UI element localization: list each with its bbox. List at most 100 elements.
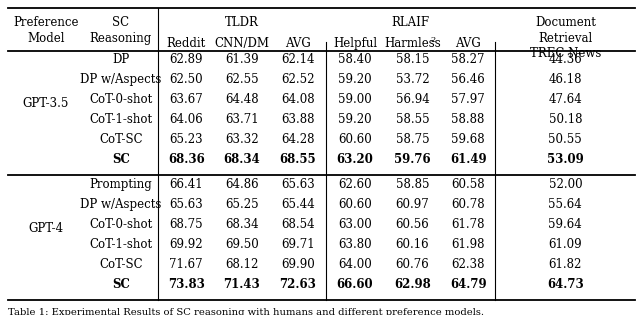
Text: 65.63: 65.63 [170, 198, 203, 211]
Text: 62.89: 62.89 [170, 53, 203, 66]
Text: GPT-4: GPT-4 [28, 221, 63, 235]
Text: 61.09: 61.09 [548, 238, 582, 251]
Text: 62.55: 62.55 [225, 73, 259, 86]
Text: TLDR: TLDR [225, 16, 259, 29]
Text: 47.64: 47.64 [548, 93, 582, 106]
Text: 2: 2 [431, 36, 436, 44]
Text: 58.88: 58.88 [451, 113, 485, 126]
Text: 64.06: 64.06 [170, 113, 203, 126]
Text: 63.67: 63.67 [170, 93, 203, 106]
Text: DP w/Aspects: DP w/Aspects [80, 73, 161, 86]
Text: 65.23: 65.23 [170, 133, 203, 146]
Text: 62.38: 62.38 [451, 258, 485, 271]
Text: DP w/Aspects: DP w/Aspects [80, 198, 161, 211]
Text: 68.54: 68.54 [281, 218, 314, 231]
Text: 61.82: 61.82 [548, 258, 582, 271]
Text: RLAIF: RLAIF [392, 16, 430, 29]
Text: 64.08: 64.08 [281, 93, 314, 106]
Text: 50.55: 50.55 [548, 133, 582, 146]
Text: Preference
Model: Preference Model [13, 16, 79, 45]
Text: 61.78: 61.78 [451, 218, 485, 231]
Text: CoT-0-shot: CoT-0-shot [89, 93, 152, 106]
Text: 62.98: 62.98 [394, 278, 431, 291]
Text: 52.00: 52.00 [548, 178, 582, 191]
Text: 63.88: 63.88 [281, 113, 314, 126]
Text: 64.00: 64.00 [338, 258, 372, 271]
Text: 66.41: 66.41 [170, 178, 203, 191]
Text: 64.86: 64.86 [225, 178, 259, 191]
Text: AVG: AVG [455, 37, 481, 50]
Text: 58.15: 58.15 [396, 53, 429, 66]
Text: 63.71: 63.71 [225, 113, 259, 126]
Text: SC: SC [112, 278, 130, 291]
Text: 62.52: 62.52 [281, 73, 314, 86]
Text: 61.98: 61.98 [451, 238, 485, 251]
Text: 58.27: 58.27 [451, 53, 485, 66]
Text: DP: DP [112, 53, 129, 66]
Text: 59.00: 59.00 [338, 93, 372, 106]
Text: Prompting: Prompting [90, 178, 152, 191]
Text: 63.80: 63.80 [338, 238, 372, 251]
Text: Helpful: Helpful [333, 37, 377, 50]
Text: 56.94: 56.94 [396, 93, 429, 106]
Text: 71.67: 71.67 [170, 258, 203, 271]
Text: CoT-0-shot: CoT-0-shot [89, 218, 152, 231]
Text: 57.97: 57.97 [451, 93, 485, 106]
Text: 61.49: 61.49 [450, 153, 486, 166]
Text: 59.68: 59.68 [451, 133, 485, 146]
Text: CNN/DM: CNN/DM [214, 37, 269, 50]
Text: 60.97: 60.97 [396, 198, 429, 211]
Text: 69.90: 69.90 [281, 258, 315, 271]
Text: Reddit: Reddit [166, 37, 206, 50]
Text: 58.40: 58.40 [338, 53, 372, 66]
Text: 69.92: 69.92 [170, 238, 203, 251]
Text: 44.36: 44.36 [548, 53, 582, 66]
Text: 60.78: 60.78 [451, 198, 485, 211]
Text: 65.25: 65.25 [225, 198, 259, 211]
Text: 64.79: 64.79 [450, 278, 486, 291]
Text: 69.50: 69.50 [225, 238, 259, 251]
Text: 63.32: 63.32 [225, 133, 259, 146]
Text: 58.85: 58.85 [396, 178, 429, 191]
Text: 71.43: 71.43 [223, 278, 260, 291]
Text: 68.75: 68.75 [170, 218, 203, 231]
Text: 60.76: 60.76 [396, 258, 429, 271]
Text: 65.63: 65.63 [281, 178, 315, 191]
Text: CoT-1-shot: CoT-1-shot [90, 238, 152, 251]
Text: 53.09: 53.09 [547, 153, 584, 166]
Text: 62.50: 62.50 [170, 73, 203, 86]
Text: GPT-3.5: GPT-3.5 [23, 97, 69, 110]
Text: 60.60: 60.60 [338, 133, 372, 146]
Text: 60.60: 60.60 [338, 198, 372, 211]
Text: CoT-1-shot: CoT-1-shot [90, 113, 152, 126]
Text: 69.71: 69.71 [281, 238, 314, 251]
Text: 59.76: 59.76 [394, 153, 431, 166]
Text: 55.64: 55.64 [548, 198, 582, 211]
Text: 58.55: 58.55 [396, 113, 429, 126]
Text: CoT-SC: CoT-SC [99, 133, 143, 146]
Text: 63.00: 63.00 [338, 218, 372, 231]
Text: 46.18: 46.18 [548, 73, 582, 86]
Text: 61.39: 61.39 [225, 53, 259, 66]
Text: 60.16: 60.16 [396, 238, 429, 251]
Text: Harmless: Harmless [384, 37, 441, 50]
Text: 53.72: 53.72 [396, 73, 429, 86]
Text: 64.48: 64.48 [225, 93, 259, 106]
Text: Table 1: Experimental Results of SC reasoning with humans and different preferen: Table 1: Experimental Results of SC reas… [8, 308, 484, 315]
Text: 65.44: 65.44 [281, 198, 315, 211]
Text: 62.60: 62.60 [338, 178, 372, 191]
Text: 73.83: 73.83 [168, 278, 205, 291]
Text: 59.20: 59.20 [338, 73, 372, 86]
Text: 59.64: 59.64 [548, 218, 582, 231]
Text: 60.56: 60.56 [396, 218, 429, 231]
Text: 63.20: 63.20 [337, 153, 374, 166]
Text: 56.46: 56.46 [451, 73, 485, 86]
Text: AVG: AVG [285, 37, 310, 50]
Text: 68.34: 68.34 [223, 153, 260, 166]
Text: 72.63: 72.63 [279, 278, 316, 291]
Text: 68.36: 68.36 [168, 153, 205, 166]
Text: 68.55: 68.55 [280, 153, 316, 166]
Text: 64.73: 64.73 [547, 278, 584, 291]
Text: 66.60: 66.60 [337, 278, 373, 291]
Text: 58.75: 58.75 [396, 133, 429, 146]
